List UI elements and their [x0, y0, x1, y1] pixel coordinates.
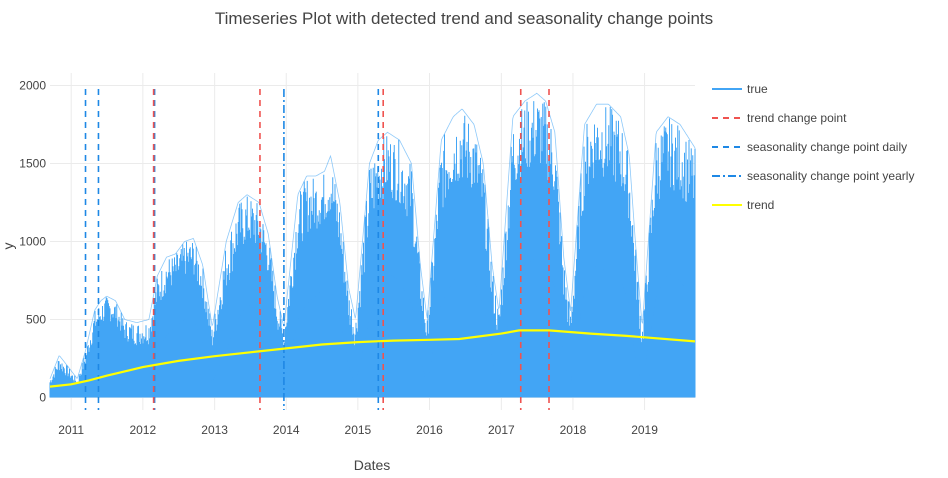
chart-title: Timeseries Plot with detected trend and …	[215, 9, 713, 28]
trend-layer	[49, 329, 696, 388]
y-tick-label: 1000	[19, 235, 46, 249]
x-tick-label: 2012	[129, 423, 156, 437]
x-axis-ticks: 2011 2012 2013 2014 2015 2016 2017 2018 2019	[58, 423, 658, 437]
series-trend-line	[49, 329, 696, 388]
x-tick-label: 2017	[488, 423, 515, 437]
x-tick-label: 2016	[416, 423, 443, 437]
x-tick-label: 2019	[631, 423, 658, 437]
legend[interactable]: true trend change point seasonality change…	[712, 82, 914, 212]
legend-item[interactable]: seasonality change point yearly	[712, 169, 914, 183]
legend-item[interactable]: trend change point	[712, 111, 847, 125]
x-tick-label: 2018	[560, 423, 587, 437]
y-tick-label: 2000	[19, 78, 46, 92]
legend-item[interactable]: true	[712, 82, 768, 96]
y-tick-label: 0	[39, 391, 46, 405]
change-points	[84, 89, 550, 410]
x-tick-label: 2011	[58, 423, 84, 437]
legend-label: trend	[747, 198, 774, 212]
x-tick-label: 2014	[273, 423, 300, 437]
plot-area	[49, 92, 696, 398]
y-tick-label: 1500	[19, 156, 46, 170]
x-tick-label: 2013	[201, 423, 228, 437]
legend-label: true	[747, 82, 768, 96]
legend-item[interactable]: trend	[712, 198, 774, 212]
x-tick-label: 2015	[345, 423, 372, 437]
y-axis-ticks: 0 500 1000 1500 2000	[19, 78, 46, 404]
legend-label: seasonality change point yearly	[747, 169, 914, 183]
series-true-envelope	[49, 92, 696, 380]
legend-item[interactable]: seasonality change point daily	[712, 140, 907, 154]
y-tick-label: 500	[26, 313, 46, 327]
y-axis-label: y	[0, 243, 16, 250]
legend-label: seasonality change point daily	[747, 140, 907, 154]
series-true-body	[50, 257, 695, 398]
x-axis-label: Dates	[354, 457, 391, 473]
legend-label: trend change point	[747, 111, 847, 125]
